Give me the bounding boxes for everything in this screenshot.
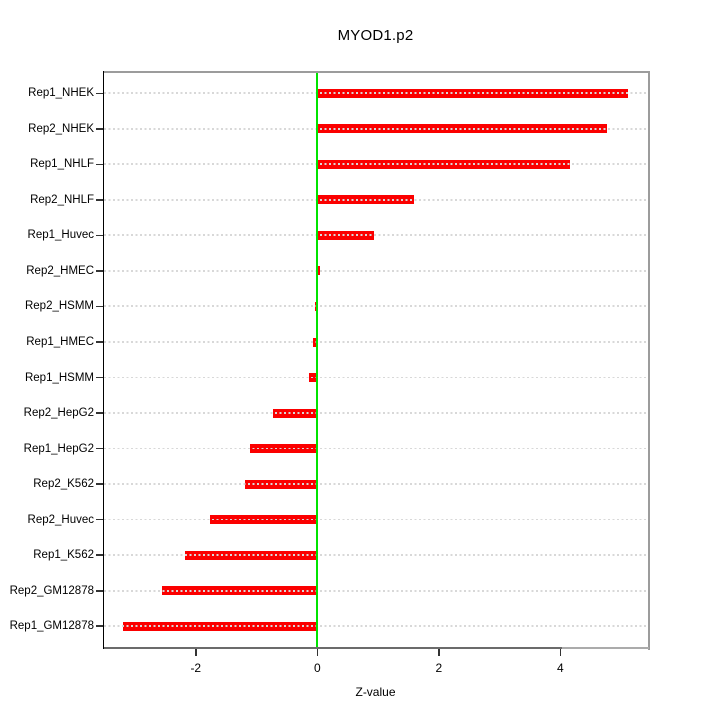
- y-axis-label: Rep2_Huvec: [27, 513, 94, 526]
- gridline: [104, 376, 647, 379]
- y-axis-label: Rep1_GM12878: [9, 620, 94, 633]
- chart-title: MYOD1.p2: [337, 27, 414, 44]
- x-tick: [559, 649, 562, 656]
- x-tick: [195, 649, 197, 656]
- x-axis-line-light: [562, 647, 649, 649]
- y-tick: [96, 589, 103, 592]
- y-axis-label: Rep1_HepG2: [23, 442, 94, 455]
- gridline: [104, 554, 647, 556]
- y-tick: [96, 163, 103, 166]
- y-axis-line: [102, 71, 104, 649]
- gridline: [104, 198, 647, 201]
- gridline: [104, 92, 647, 95]
- y-axis-label: Rep2_K562: [33, 478, 94, 491]
- y-axis-label: Rep2_HSMM: [24, 300, 94, 313]
- y-axis-label: Rep2_HMEC: [26, 264, 94, 277]
- y-axis-label: Rep1_K562: [33, 549, 94, 562]
- x-axis-title: Z-value: [355, 685, 396, 699]
- x-tick-label: -2: [190, 661, 202, 675]
- gridline: [104, 269, 647, 272]
- y-axis-label: Rep2_NHEK: [28, 122, 94, 135]
- zero-line: [316, 72, 319, 647]
- y-axis-label: Rep1_Huvec: [27, 229, 94, 242]
- y-tick: [96, 376, 103, 379]
- gridline: [104, 447, 647, 450]
- gridline: [104, 234, 647, 237]
- y-axis-label: Rep1_NHLF: [30, 158, 94, 171]
- gridline: [104, 589, 647, 592]
- y-tick: [96, 270, 103, 272]
- y-tick: [96, 128, 103, 130]
- x-tick-label: 0: [313, 661, 321, 675]
- y-tick: [96, 305, 103, 308]
- x-tick-label: 4: [556, 661, 564, 675]
- y-tick: [96, 234, 103, 237]
- gridline: [104, 625, 647, 628]
- y-tick: [96, 483, 103, 485]
- gridline: [104, 305, 647, 308]
- gridline: [104, 412, 647, 414]
- y-axis-label: Rep2_NHLF: [30, 193, 94, 206]
- gridline: [104, 483, 647, 485]
- y-tick: [96, 92, 103, 95]
- y-tick: [96, 341, 103, 343]
- plot-border-right: [648, 71, 650, 650]
- y-axis-label: Rep2_GM12878: [9, 584, 94, 597]
- y-tick: [96, 518, 103, 521]
- y-axis-label: Rep2_HepG2: [23, 407, 94, 420]
- x-tick: [438, 649, 440, 656]
- x-tick-label: 2: [435, 661, 443, 675]
- gridline: [104, 518, 647, 521]
- y-axis-label: Rep1_NHEK: [28, 87, 94, 100]
- y-axis-label: Rep1_HSMM: [24, 371, 94, 384]
- y-tick: [96, 554, 103, 556]
- gridline: [104, 341, 647, 343]
- y-tick: [96, 199, 103, 201]
- y-tick: [96, 447, 103, 450]
- x-axis-line-dark: [103, 647, 563, 649]
- x-tick: [316, 649, 319, 656]
- plot-border-top: [103, 71, 650, 73]
- gridline: [104, 127, 647, 130]
- gridline: [104, 163, 647, 166]
- y-tick: [96, 412, 103, 414]
- y-axis-label: Rep1_HMEC: [26, 336, 94, 348]
- y-tick: [96, 625, 103, 628]
